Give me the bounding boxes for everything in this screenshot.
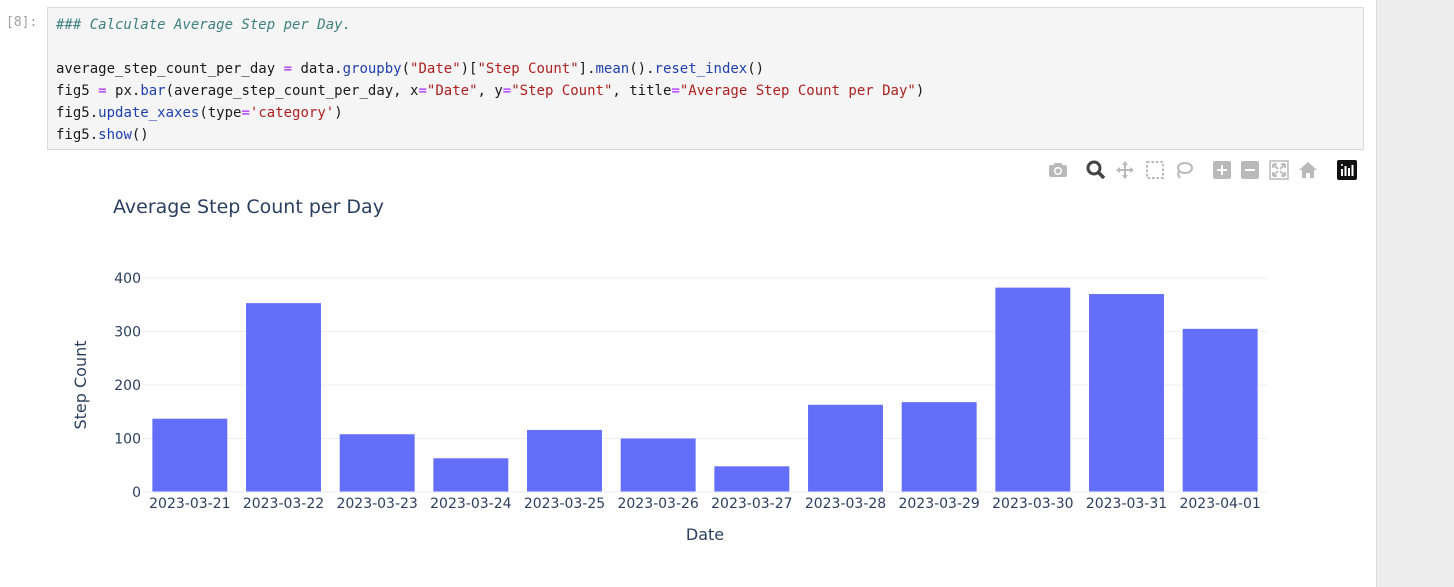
bar-2023-03-26 bbox=[620, 438, 696, 492]
y-tick-label: 200 bbox=[114, 378, 141, 394]
code-token: update_xaxes bbox=[98, 105, 200, 121]
code-line: average_step_count_per_day = data.groupb… bbox=[56, 58, 1355, 80]
code-line: ### Calculate Average Step per Day. bbox=[56, 14, 1355, 36]
right-scroll-gutter bbox=[1376, 0, 1454, 587]
code-line: fig5 = px.bar(average_step_count_per_day… bbox=[56, 80, 1355, 102]
x-tick-label: 2023-03-26 bbox=[617, 496, 698, 512]
bar-2023-03-30 bbox=[995, 287, 1071, 492]
code-token: (). bbox=[629, 61, 655, 77]
code-token: "Average Step Count per Day" bbox=[679, 83, 916, 99]
code-token: groupby bbox=[342, 61, 402, 77]
box-select-icon[interactable] bbox=[1143, 158, 1167, 182]
code-token: = bbox=[671, 83, 680, 99]
code-token: ) bbox=[915, 83, 925, 99]
bar-2023-03-21 bbox=[152, 418, 228, 492]
x-tick-label: 2023-03-30 bbox=[992, 496, 1073, 512]
code-token: ( bbox=[401, 61, 411, 77]
code-token: )[ bbox=[460, 61, 478, 77]
y-tick-label: 300 bbox=[114, 325, 141, 341]
x-tick-label: 2023-03-22 bbox=[243, 496, 324, 512]
code-token: fig5 bbox=[56, 83, 99, 99]
code-token: , y bbox=[477, 83, 503, 99]
code-token: () bbox=[747, 61, 765, 77]
code-line: fig5.update_xaxes(type='category') bbox=[56, 102, 1355, 124]
code-token: ]. bbox=[578, 61, 596, 77]
x-tick-label: 2023-03-29 bbox=[898, 496, 979, 512]
lasso-icon[interactable] bbox=[1172, 158, 1196, 182]
code-token: "Step Count" bbox=[511, 83, 613, 99]
y-axis-title: Step Count bbox=[71, 340, 90, 429]
code-token: bar bbox=[140, 83, 166, 99]
zoom-icon[interactable] bbox=[1084, 158, 1108, 182]
code-token: fig5. bbox=[56, 105, 99, 121]
plot-modebar bbox=[1046, 158, 1362, 182]
code-token: px. bbox=[106, 83, 141, 99]
code-token: ) bbox=[334, 105, 343, 121]
code-token: 'category' bbox=[249, 105, 335, 121]
x-tick-label: 2023-03-28 bbox=[805, 496, 886, 512]
bar-2023-03-29 bbox=[901, 402, 977, 492]
bar-2023-03-23 bbox=[339, 434, 415, 492]
x-tick-label: 2023-03-31 bbox=[1086, 496, 1167, 512]
zoom-out-icon[interactable] bbox=[1238, 158, 1262, 182]
bar-2023-03-31 bbox=[1089, 294, 1164, 492]
code-token: = bbox=[241, 105, 250, 121]
code-token: average_step_count_per_day bbox=[56, 61, 284, 77]
chart-title: Average Step Count per Day bbox=[113, 196, 384, 218]
code-token: reset_index bbox=[654, 61, 748, 77]
bar-2023-03-25 bbox=[527, 429, 602, 492]
code-token: "Step Count" bbox=[477, 61, 579, 77]
y-tick-label: 400 bbox=[114, 271, 141, 287]
x-tick-label: 2023-03-27 bbox=[711, 496, 792, 512]
cell-prompt: [8]: bbox=[6, 15, 38, 30]
code-token: fig5. bbox=[56, 127, 99, 143]
code-line: fig5.show() bbox=[56, 124, 1355, 146]
pan-icon[interactable] bbox=[1113, 158, 1137, 182]
code-token: ### Calculate Average Step per Day. bbox=[56, 17, 352, 33]
bar-2023-03-24 bbox=[433, 458, 509, 492]
code-token: "Date" bbox=[410, 61, 461, 77]
x-tick-label: 2023-04-01 bbox=[1179, 496, 1260, 512]
code-cell-input[interactable]: ### Calculate Average Step per Day. avera… bbox=[47, 7, 1364, 150]
zoom-in-icon[interactable] bbox=[1210, 158, 1234, 182]
code-token: = bbox=[283, 61, 293, 77]
y-tick-label: 0 bbox=[132, 485, 141, 501]
code-token: () bbox=[131, 127, 149, 143]
reset-axes-icon[interactable] bbox=[1296, 158, 1320, 182]
code-token: (type bbox=[199, 105, 242, 121]
code-token: show bbox=[98, 127, 132, 143]
autoscale-icon[interactable] bbox=[1267, 158, 1291, 182]
x-tick-label: 2023-03-21 bbox=[149, 496, 230, 512]
code-token: , title bbox=[612, 83, 672, 99]
code-token: = bbox=[418, 83, 427, 99]
x-tick-label: 2023-03-23 bbox=[336, 496, 417, 512]
code-token: data. bbox=[292, 61, 343, 77]
code-token: "Date" bbox=[426, 83, 478, 99]
bar-2023-03-28 bbox=[808, 404, 883, 492]
code-token: mean bbox=[595, 61, 630, 77]
bar-2023-04-01 bbox=[1182, 328, 1258, 492]
x-axis-title: Date bbox=[686, 525, 724, 544]
bar-2023-03-22 bbox=[246, 303, 321, 492]
bar-chart: 0 100 200 300 400 2023-03-21 2023-03-22 2023-03… bbox=[71, 271, 1267, 544]
camera-icon[interactable] bbox=[1046, 158, 1070, 182]
y-tick-label: 100 bbox=[114, 432, 141, 448]
code-token: = bbox=[98, 83, 107, 99]
code-token: (average_step_count_per_day, x bbox=[165, 83, 419, 99]
plotly-logo-icon[interactable] bbox=[1335, 158, 1359, 182]
code-token: = bbox=[502, 83, 512, 99]
x-tick-label: 2023-03-25 bbox=[524, 496, 605, 512]
bar-2023-03-27 bbox=[714, 466, 790, 492]
x-tick-label: 2023-03-24 bbox=[430, 496, 511, 512]
